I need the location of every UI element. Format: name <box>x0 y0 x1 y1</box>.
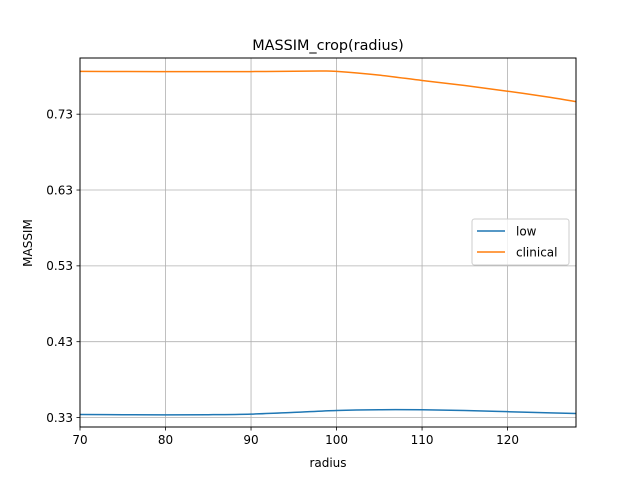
series-lines <box>79 70 577 416</box>
y-tick-label: 0.63 <box>46 183 73 197</box>
legend-label-low: low <box>516 224 537 238</box>
series-line-low <box>79 408 577 416</box>
axis-ticks: 70 80 90 100 110 120 0.33 0.43 0.53 0.63 0.73 <box>46 107 519 447</box>
y-tick-label: 0.33 <box>46 411 73 425</box>
x-tick-label: 110 <box>411 433 434 447</box>
chart-title: MASSIM_crop(radius) <box>252 38 404 54</box>
grid-lines <box>79 58 576 427</box>
x-tick-label: 100 <box>325 433 348 447</box>
y-tick-label: 0.43 <box>46 335 73 349</box>
y-tick-label: 0.73 <box>46 107 73 121</box>
x-tick-label: 120 <box>496 433 519 447</box>
x-tick-label: 70 <box>72 433 87 447</box>
x-tick-label: 80 <box>158 433 173 447</box>
y-tick-label: 0.53 <box>46 259 73 273</box>
y-axis-label: MASSIM <box>21 219 35 267</box>
x-axis-label: radius <box>309 456 346 470</box>
x-tick-label: 90 <box>243 433 258 447</box>
plot-frame <box>79 57 577 428</box>
legend: low clinical <box>471 218 570 266</box>
legend-label-clinical: clinical <box>516 245 558 259</box>
series-line-clinical <box>79 70 577 103</box>
